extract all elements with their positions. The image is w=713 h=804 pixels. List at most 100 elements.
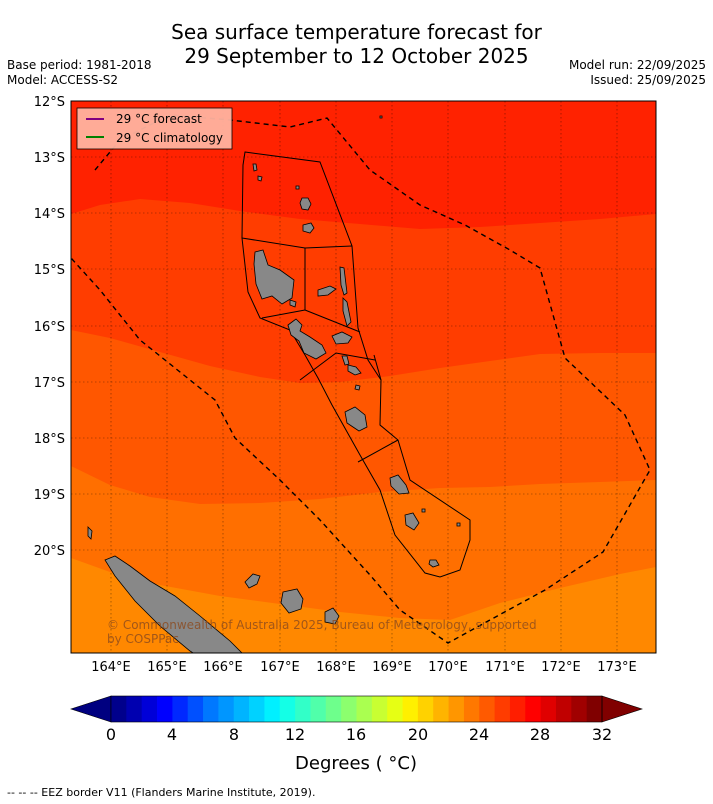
legend-box: [76, 107, 233, 150]
lat-label: 17°S: [34, 376, 65, 391]
colorbar-cell: [157, 696, 173, 722]
colorbar-tick: 20: [408, 725, 428, 744]
island-aniwa: [421, 508, 426, 513]
model-name: Model: ACCESS-S2: [7, 73, 119, 87]
lon-label: 171°E: [485, 660, 525, 675]
island-erromango: [389, 474, 410, 495]
colorbar-cell: [509, 696, 526, 722]
island-new-caledonia: [104, 555, 243, 653]
lon-label: 166°E: [203, 660, 243, 675]
lat-label: 16°S: [34, 320, 65, 335]
island-pentecost: [342, 297, 352, 327]
colorbar-cell: [325, 696, 342, 722]
province-boundaries: [241, 151, 471, 578]
island-mare: [324, 607, 340, 625]
colorbar-cell: [525, 696, 542, 722]
lat-label: 12°S: [34, 95, 65, 110]
island-belep: [87, 526, 93, 540]
colorbar-cell: [479, 696, 495, 722]
lat-label: 14°S: [34, 207, 65, 222]
colorbar-cell: [463, 696, 480, 722]
colorbar-cell: [141, 696, 158, 722]
colorbar-tick: 32: [592, 725, 612, 744]
island-gaua: [302, 222, 315, 234]
colorbar-frame: [110, 695, 603, 723]
island-futuna: [456, 522, 461, 527]
legend-forecast-label: 29 °C forecast: [116, 112, 202, 126]
lon-label: 164°E: [91, 660, 131, 675]
island-lifou: [280, 588, 304, 614]
colorbar-cell: [371, 696, 388, 722]
eez-footer-note: -- -- -- EEZ border V11 (Flanders Marine…: [7, 786, 316, 799]
colorbar-cell: [417, 696, 434, 722]
colorbar-tick: 0: [106, 725, 116, 744]
colorbar-cell: [203, 696, 219, 722]
lat-label: 15°S: [34, 263, 65, 278]
colorbar-cell: [279, 696, 296, 722]
island-walpole: [379, 115, 383, 119]
island-torres: [252, 163, 258, 172]
title-line-2: 29 September to 12 October 2025: [184, 44, 529, 68]
lat-label: 13°S: [34, 151, 65, 166]
colorbar-cell: [310, 696, 327, 722]
island-tongoa: [354, 384, 361, 391]
colorbar-cell: [494, 696, 511, 722]
colorbar-ticks: 0 4 8 12 16 20 24 28 32: [106, 725, 612, 744]
meta-left: Base period: 1981-2018 Model: ACCESS-S2: [7, 58, 152, 88]
colorbar-cell: [264, 696, 281, 722]
colorbar-cell: [111, 696, 127, 722]
colorbar-cell: [233, 696, 250, 722]
island-espiritu-santo: [253, 249, 295, 305]
island-vanua-lava: [299, 197, 312, 211]
sst-field: [71, 101, 656, 653]
colorbar-over-arrow: [601, 695, 643, 723]
map-frame: [70, 100, 657, 654]
lat-label: 18°S: [34, 432, 65, 447]
colorbar-cell: [187, 696, 204, 722]
copyright-line-2: by COSPPac: [107, 632, 179, 646]
colorbar-cell: [586, 696, 603, 722]
lon-label: 173°E: [597, 660, 637, 675]
latitude-labels: 12°S 13°S 14°S 15°S 16°S 17°S 18°S 19°S …: [34, 95, 65, 559]
contour-legend: 29 °C forecast 29 °C climatology: [76, 107, 233, 150]
lon-label: 167°E: [260, 660, 300, 675]
colorbar-tick: 24: [469, 725, 489, 744]
lon-label: 169°E: [372, 660, 412, 675]
lon-label: 170°E: [428, 660, 468, 675]
colorbar-cell: [341, 696, 357, 722]
island-ambae: [317, 285, 337, 297]
colorbar-cell: [433, 696, 449, 722]
island-efate: [344, 406, 368, 432]
islands: [87, 115, 461, 653]
colorbar-tick: 28: [530, 725, 550, 744]
colorbar-under-arrow: [70, 695, 112, 723]
sst-band-25-26: [71, 558, 656, 653]
legend-climatology-label: 29 °C climatology: [116, 131, 223, 145]
colorbar-tick: 16: [346, 725, 366, 744]
colorbar-tick: 8: [229, 725, 239, 744]
colorbar-cell: [172, 696, 189, 722]
island-tanna: [404, 512, 420, 531]
colorbar-cell: [295, 696, 311, 722]
island-ureparapara: [257, 175, 263, 182]
eez-border: [71, 114, 651, 644]
colorbar-tick: 4: [167, 725, 177, 744]
colorbar-cell: [448, 696, 465, 722]
colorbar-cell: [402, 696, 419, 722]
lon-label: 168°E: [316, 660, 356, 675]
island-mota: [295, 185, 300, 190]
colorbar-cell: [356, 696, 373, 722]
island-malo: [289, 299, 297, 308]
map-title: Sea surface temperature forecast for 29 …: [0, 20, 713, 68]
island-malakula: [287, 318, 327, 360]
model-run: Model run: 22/09/2025: [568, 58, 706, 72]
island-paama: [341, 355, 350, 366]
colorbar-tick: 12: [285, 725, 305, 744]
copyright-line-1: © Commonwealth of Australia 2025, Bureau…: [107, 618, 537, 632]
lat-label: 19°S: [34, 488, 65, 503]
lon-label: 165°E: [147, 660, 187, 675]
colorbar-cell: [571, 696, 588, 722]
colorbar-cells: [111, 696, 603, 722]
graticule: [71, 101, 656, 653]
